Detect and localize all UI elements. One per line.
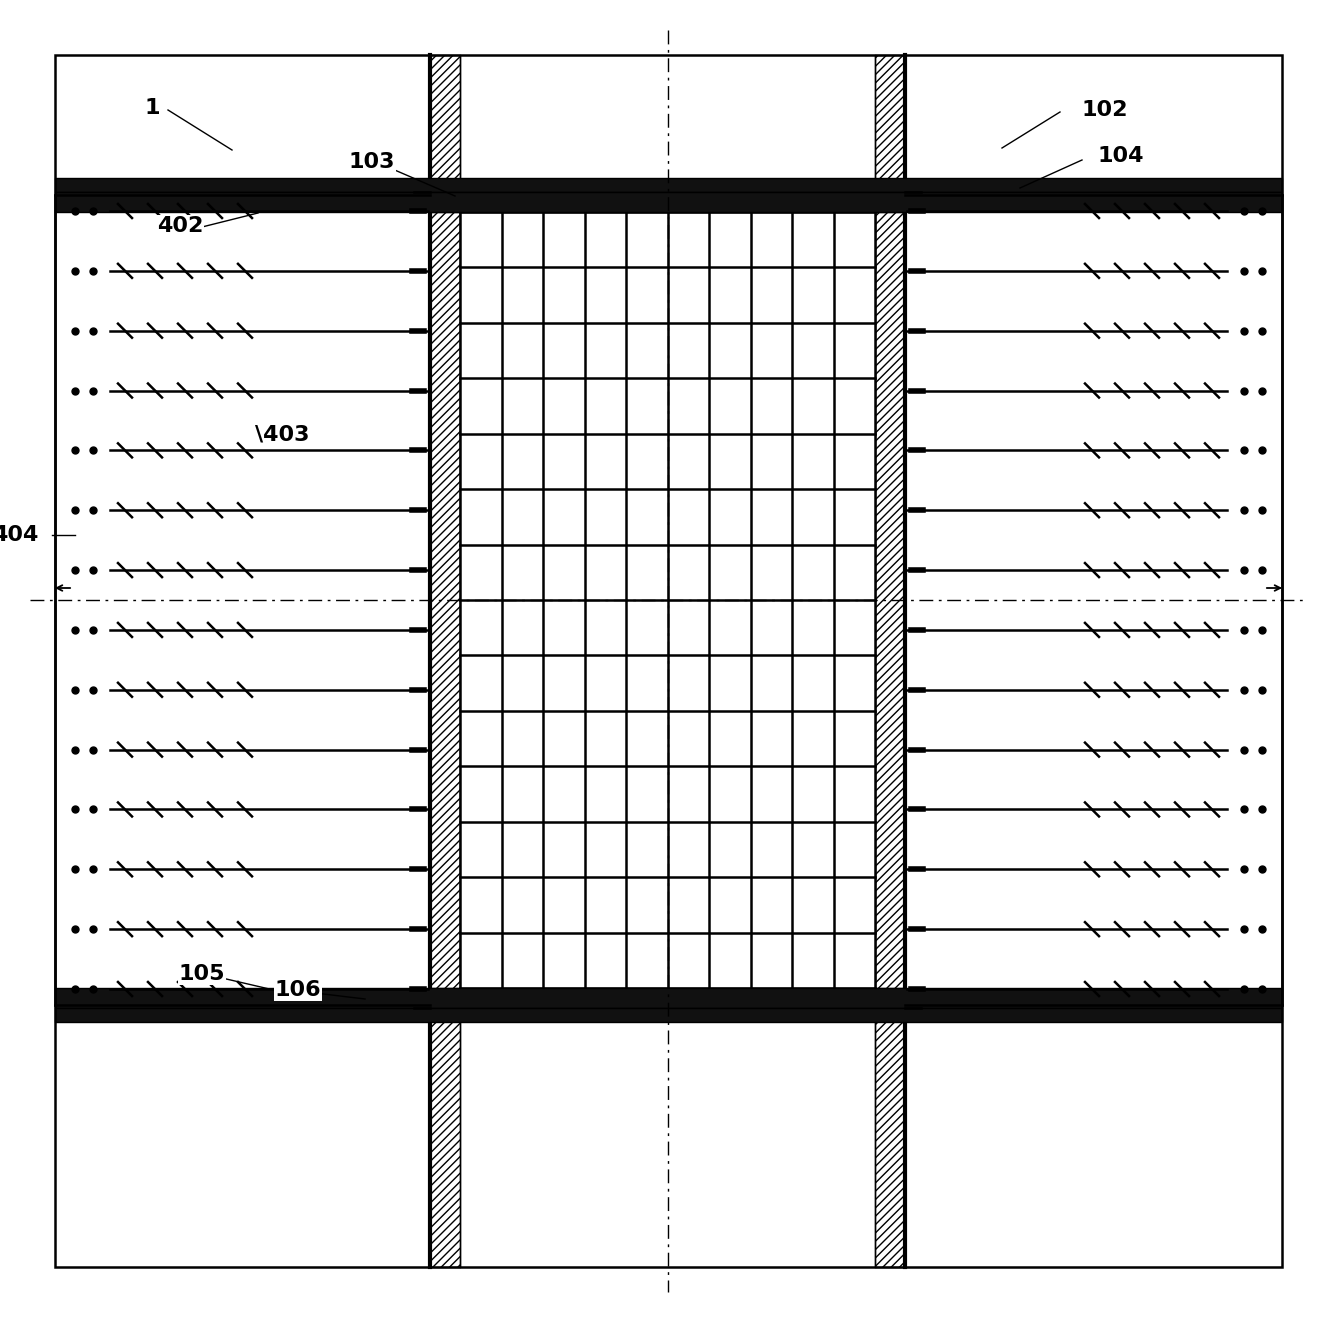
Bar (905, 196, 1282, 1005)
Bar (431, 988, 905, 1007)
Bar (55, 209, 431, 991)
Text: \403: \403 (255, 424, 309, 446)
Text: 1: 1 (144, 98, 159, 118)
Bar (460, 212, 874, 988)
Bar (55, 178, 1282, 192)
Bar (905, 209, 1282, 991)
Text: 106: 106 (274, 980, 321, 999)
Bar (431, 56, 460, 1266)
Text: 404: 404 (0, 525, 37, 545)
Text: 105: 105 (179, 964, 225, 984)
Bar (55, 192, 1282, 212)
Text: 104: 104 (1098, 145, 1144, 167)
Bar (874, 56, 905, 1266)
Text: 103: 103 (349, 152, 396, 172)
Bar (431, 192, 905, 212)
Bar (55, 988, 1282, 1007)
Bar (55, 196, 431, 1005)
Text: 102: 102 (1082, 100, 1128, 120)
Bar (55, 1007, 1282, 1022)
Text: 402: 402 (156, 215, 203, 237)
